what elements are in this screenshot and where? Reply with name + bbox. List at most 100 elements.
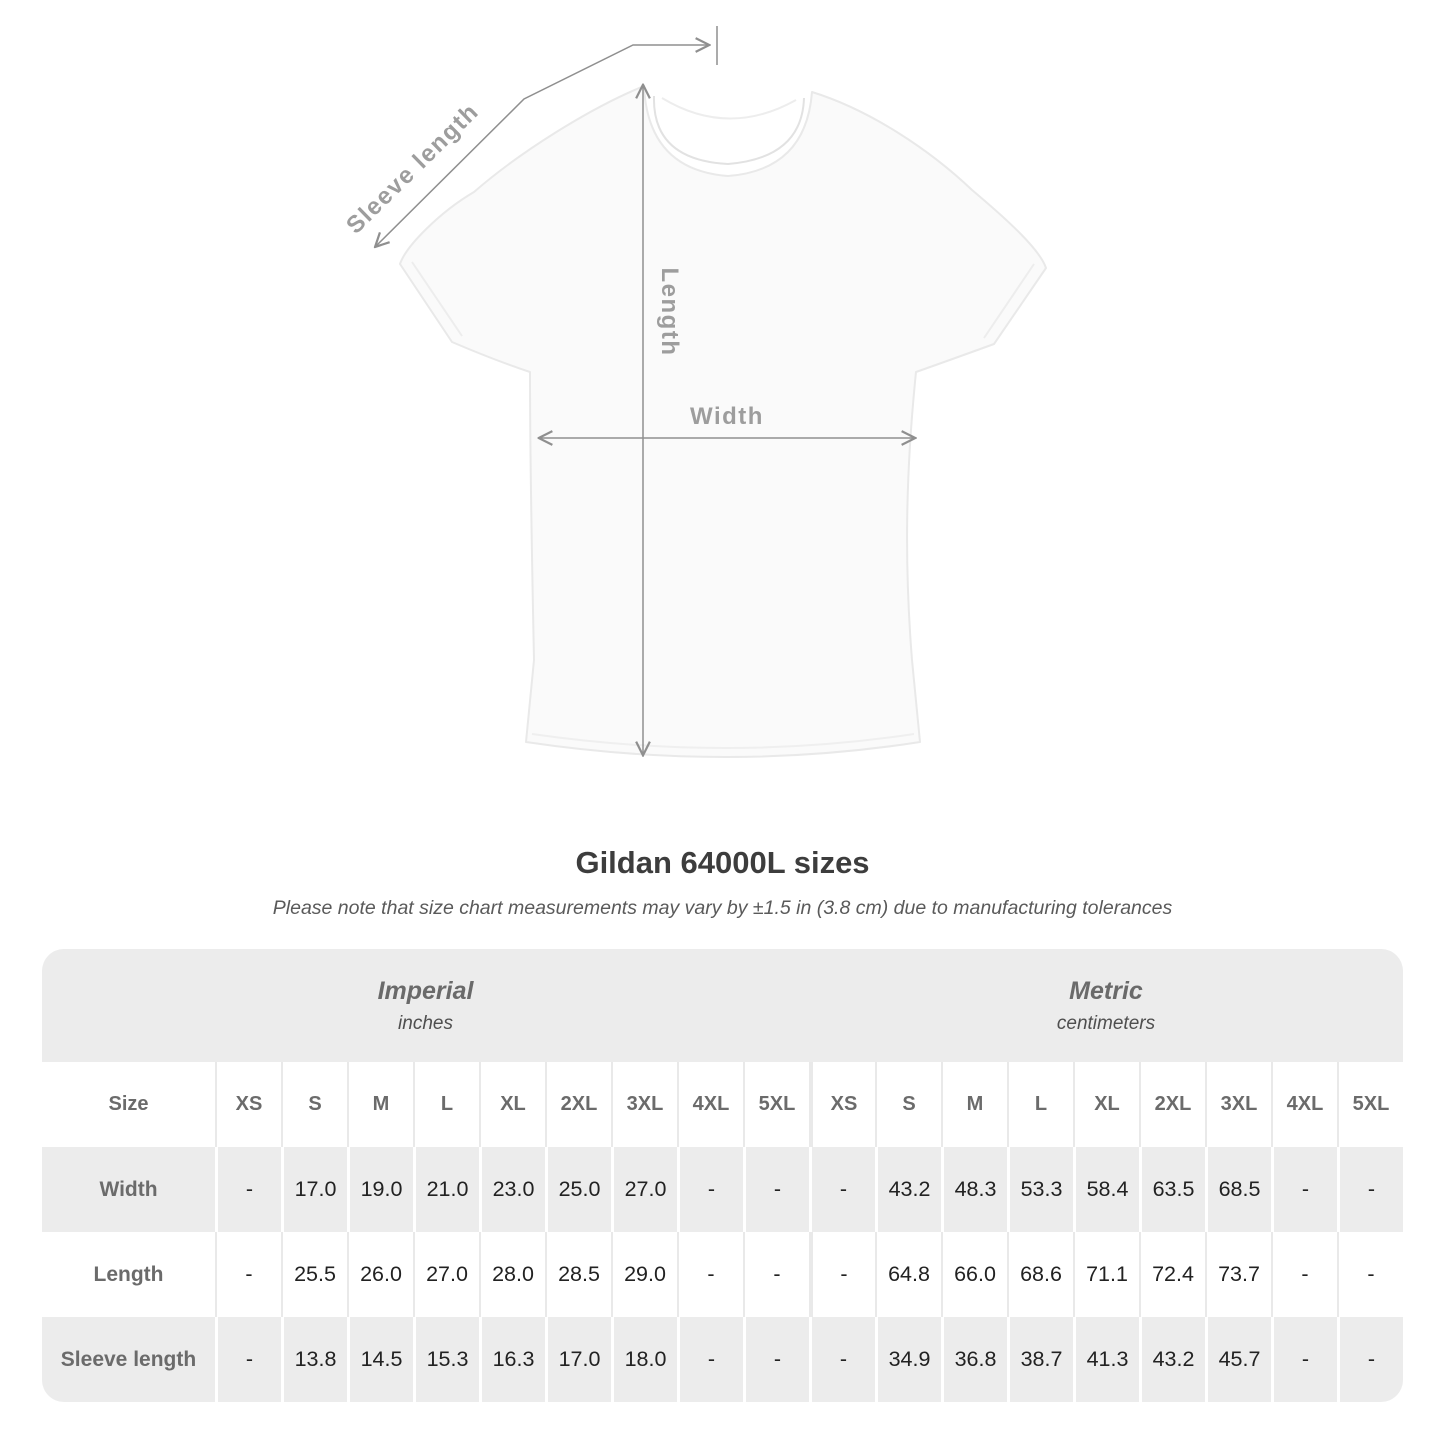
value-cell: 45.7 — [1205, 1317, 1271, 1402]
value-cell: - — [677, 1317, 743, 1402]
value-cell: - — [215, 1317, 281, 1402]
value-cell: 28.0 — [479, 1232, 545, 1317]
value-cell: 23.0 — [479, 1147, 545, 1232]
size-header-metric-xl: XL — [1073, 1062, 1139, 1147]
size-header-imperial-xs: XS — [215, 1062, 281, 1147]
value-cell: 17.0 — [281, 1147, 347, 1232]
size-column-header: Size — [108, 1093, 149, 1115]
value-cell: 15.3 — [413, 1317, 479, 1402]
collar-back-line — [661, 97, 797, 120]
value-cell: 36.8 — [941, 1317, 1007, 1402]
value-cell: 41.3 — [1073, 1317, 1139, 1402]
table-row-sleeve-length: Sleeve length -13.8 14.5 15.3 16.3 17.0 18.0- -… — [42, 1317, 1403, 1402]
value-cell: - — [677, 1147, 743, 1232]
size-header-imperial-l: L — [413, 1062, 479, 1147]
value-cell: 14.5 — [347, 1317, 413, 1402]
value-cell: 26.0 — [347, 1232, 413, 1317]
size-header-imperial-2xl: 2XL — [545, 1062, 611, 1147]
size-header-metric-3xl: 3XL — [1205, 1062, 1271, 1147]
row-label: Sleeve length — [60, 1347, 197, 1371]
value-cell: 28.5 — [545, 1232, 611, 1317]
length-label: Length — [656, 268, 683, 357]
value-cell: - — [1271, 1147, 1337, 1232]
hem-seam — [531, 733, 915, 749]
value-cell: - — [677, 1232, 743, 1317]
value-cell: - — [1271, 1317, 1337, 1402]
size-header-metric-5xl: 5XL — [1337, 1062, 1403, 1147]
size-header-imperial-xl: XL — [479, 1062, 545, 1147]
value-cell: 63.5 — [1139, 1147, 1205, 1232]
size-header-imperial-s: S — [281, 1062, 347, 1147]
value-cell: 13.8 — [281, 1317, 347, 1402]
value-cell: 71.1 — [1073, 1232, 1139, 1317]
value-cell: 66.0 — [941, 1232, 1007, 1317]
row-label: Length — [93, 1262, 164, 1286]
tshirt-illustration — [399, 85, 1047, 758]
value-cell: - — [809, 1147, 875, 1232]
value-cell: 25.5 — [281, 1232, 347, 1317]
metric-label: Metric — [1069, 976, 1143, 1005]
value-cell: - — [743, 1232, 809, 1317]
size-header-imperial-4xl: 4XL — [677, 1062, 743, 1147]
right-cuff-seam — [983, 263, 1035, 339]
size-header-metric-s: S — [875, 1062, 941, 1147]
value-cell: 34.9 — [875, 1317, 941, 1402]
value-cell: 43.2 — [1139, 1317, 1205, 1402]
size-header-imperial-3xl: 3XL — [611, 1062, 677, 1147]
table-row-width: Width -17.0 19.0 21.0 23.0 25.0 27.0- - -43.2 48.… — [42, 1147, 1403, 1232]
metric-unit-header: Metric centimeters — [809, 949, 1403, 1062]
value-cell: 29.0 — [611, 1232, 677, 1317]
value-cell: 16.3 — [479, 1317, 545, 1402]
value-cell: 27.0 — [413, 1232, 479, 1317]
value-cell: 21.0 — [413, 1147, 479, 1232]
value-cell: 64.8 — [875, 1232, 941, 1317]
value-cell: 38.7 — [1007, 1317, 1073, 1402]
size-header-metric-4xl: 4XL — [1271, 1062, 1337, 1147]
size-header-metric-xs: XS — [809, 1062, 875, 1147]
value-cell: 17.0 — [545, 1317, 611, 1402]
width-label: Width — [690, 403, 764, 430]
size-header-metric-2xl: 2XL — [1139, 1062, 1205, 1147]
value-cell: 48.3 — [941, 1147, 1007, 1232]
value-cell: - — [1337, 1232, 1403, 1317]
value-cell: - — [215, 1232, 281, 1317]
value-cell: 68.6 — [1007, 1232, 1073, 1317]
tshirt-body — [399, 85, 1047, 758]
row-label: Width — [99, 1177, 158, 1201]
value-cell: 25.0 — [545, 1147, 611, 1232]
value-cell: - — [809, 1317, 875, 1402]
table-row-length: Length -25.5 26.0 27.0 28.0 28.5 29.0- - -64.8 66… — [42, 1232, 1403, 1317]
value-cell: - — [743, 1317, 809, 1402]
unit-header-row: Imperial inches Metric centimeters — [42, 949, 1403, 1062]
value-cell: - — [743, 1147, 809, 1232]
size-header-metric-l: L — [1007, 1062, 1073, 1147]
size-header-imperial-m: M — [347, 1062, 413, 1147]
size-header-imperial-5xl: 5XL — [743, 1062, 809, 1147]
value-cell: 19.0 — [347, 1147, 413, 1232]
value-cell: 72.4 — [1139, 1232, 1205, 1317]
size-header-metric-m: M — [941, 1062, 1007, 1147]
imperial-unit-header: Imperial inches — [42, 949, 809, 1062]
value-cell: 58.4 — [1073, 1147, 1139, 1232]
size-table: Imperial inches Metric centimeters Size X… — [42, 949, 1403, 1402]
value-cell: 73.7 — [1205, 1232, 1271, 1317]
value-cell: - — [1337, 1317, 1403, 1402]
page-title: Gildan 64000L sizes — [575, 845, 870, 880]
value-cell: 18.0 — [611, 1317, 677, 1402]
imperial-label: Imperial — [377, 976, 474, 1005]
tshirt-diagram-svg: Sleeve length Length Width — [341, 26, 1047, 758]
size-header-row: Size XS S M L XL 2XL 3XL 4XL 5XL XS S M L XL 2XL 3XL 4XL 5… — [42, 1062, 1403, 1147]
value-cell: - — [809, 1232, 875, 1317]
value-cell: - — [215, 1147, 281, 1232]
imperial-unit-label: inches — [398, 1012, 453, 1034]
metric-unit-label: centimeters — [1056, 1012, 1156, 1034]
value-cell: 43.2 — [875, 1147, 941, 1232]
sleeve-length-arrow — [376, 45, 708, 246]
value-cell: 27.0 — [611, 1147, 677, 1232]
value-cell: - — [1271, 1232, 1337, 1317]
value-cell: - — [1337, 1147, 1403, 1232]
left-cuff-seam — [411, 261, 463, 337]
value-cell: 68.5 — [1205, 1147, 1271, 1232]
value-cell: 53.3 — [1007, 1147, 1073, 1232]
tolerance-note: Please note that size chart measurements… — [272, 897, 1173, 919]
